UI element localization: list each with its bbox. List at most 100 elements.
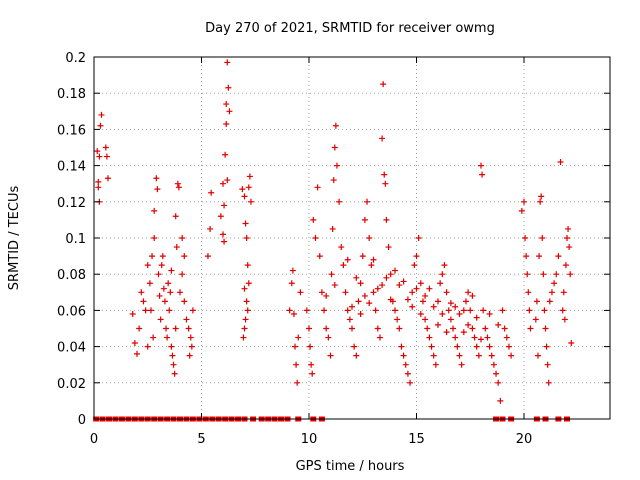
data-point — [241, 193, 248, 200]
data-point — [242, 316, 249, 323]
data-point — [331, 282, 338, 289]
data-point — [402, 361, 409, 368]
data-point — [387, 296, 394, 303]
data-point — [156, 292, 163, 299]
data-point — [173, 244, 180, 251]
data-point — [518, 207, 525, 214]
data-point — [294, 379, 301, 386]
data-point — [161, 298, 168, 305]
data-point — [486, 311, 493, 318]
data-point — [536, 253, 543, 260]
data-point — [548, 289, 555, 296]
y-tick-label: 0.14 — [57, 160, 86, 175]
data-point — [419, 298, 426, 305]
data-point — [524, 271, 531, 278]
data-point — [338, 244, 345, 251]
data-point — [465, 321, 472, 328]
data-point — [98, 111, 105, 118]
data-point — [478, 162, 484, 169]
data-point — [501, 325, 508, 332]
data-point — [379, 135, 386, 142]
data-point — [432, 361, 439, 368]
data-point — [104, 175, 111, 182]
data-point — [479, 171, 486, 178]
data-point — [567, 271, 574, 278]
data-point — [544, 361, 551, 368]
data-point — [539, 235, 546, 241]
data-point — [475, 352, 482, 359]
data-point — [303, 307, 310, 314]
data-point — [177, 289, 183, 296]
data-point — [96, 153, 103, 160]
data-point — [328, 271, 335, 278]
data-point — [329, 225, 336, 232]
data-point — [158, 262, 165, 269]
data-point — [480, 307, 487, 314]
data-point — [349, 303, 355, 310]
data-point — [220, 180, 226, 187]
data-point — [372, 307, 379, 314]
data-point — [409, 289, 416, 296]
data-point — [404, 296, 411, 303]
data-point — [430, 352, 437, 359]
data-point — [349, 325, 355, 332]
data-point — [323, 292, 330, 299]
data-point — [555, 253, 562, 260]
data-point — [437, 280, 444, 287]
data-point — [387, 271, 394, 278]
data-point — [396, 282, 403, 289]
data-point — [131, 339, 138, 346]
data-point — [134, 350, 140, 357]
data-point — [244, 262, 251, 269]
data-point — [553, 271, 560, 278]
data-point — [499, 307, 506, 314]
data-point — [171, 370, 178, 377]
data-point — [415, 235, 422, 241]
data-point — [495, 321, 502, 328]
data-point — [366, 235, 373, 241]
data-point — [157, 316, 164, 323]
data-point — [523, 253, 530, 260]
data-point — [245, 184, 252, 191]
data-point — [508, 352, 515, 359]
data-point — [469, 325, 476, 332]
data-point — [332, 122, 339, 129]
data-point — [246, 173, 253, 180]
data-point — [526, 307, 533, 314]
data-point — [374, 285, 381, 292]
y-tick-label: 0.18 — [57, 87, 86, 102]
points-layer — [93, 59, 575, 422]
data-point — [435, 298, 441, 305]
data-point — [565, 225, 572, 232]
data-point — [370, 256, 377, 263]
data-point — [166, 307, 173, 314]
data-point — [189, 307, 196, 314]
data-point — [242, 220, 249, 227]
data-point — [374, 325, 381, 332]
data-point — [187, 334, 194, 341]
data-point — [353, 274, 360, 281]
data-point — [142, 307, 149, 314]
data-point — [129, 311, 136, 318]
data-point — [471, 334, 478, 341]
data-point — [344, 256, 351, 263]
data-point — [361, 292, 368, 299]
data-point — [333, 162, 340, 169]
data-point — [97, 122, 104, 129]
data-point — [342, 289, 349, 296]
data-point — [422, 316, 429, 323]
data-point — [542, 325, 549, 332]
data-point — [557, 158, 564, 165]
data-point — [490, 361, 497, 368]
data-point — [163, 325, 170, 332]
data-point — [223, 101, 230, 108]
data-point — [224, 177, 231, 184]
data-point — [297, 289, 304, 296]
data-point — [361, 216, 368, 223]
data-point — [473, 343, 480, 350]
data-point — [527, 325, 534, 332]
data-point — [306, 325, 312, 332]
data-point — [426, 334, 433, 341]
data-point — [239, 186, 246, 193]
data-point — [417, 311, 424, 318]
